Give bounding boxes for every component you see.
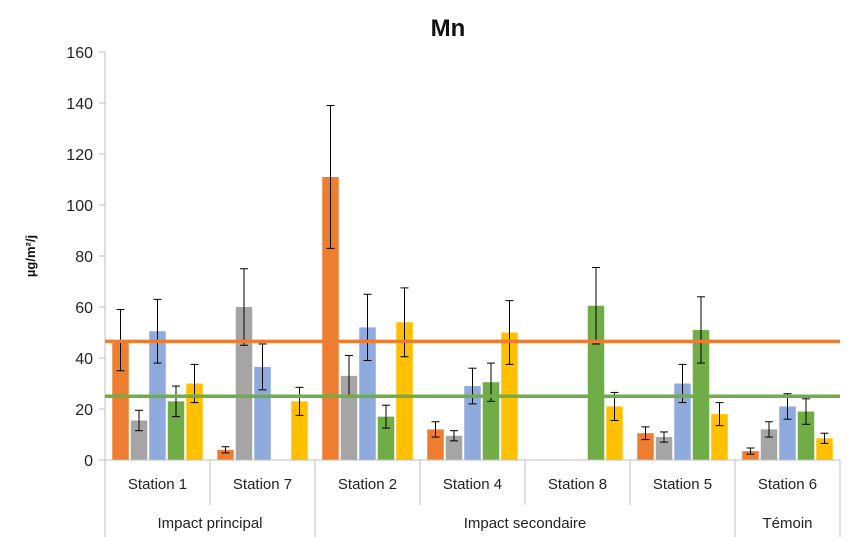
x-axis: Station 1 Station 7 Station 2 Station 4 Stat… [104, 459, 841, 537]
y-axis: 0 20 40 60 80 100 120 140 160 [66, 45, 106, 470]
bar [359, 327, 376, 460]
group-label: Témoin [762, 515, 812, 532]
bar [674, 383, 691, 460]
bar [217, 449, 234, 460]
y-tick-label: 80 [75, 249, 93, 266]
bar [816, 438, 833, 460]
category-label: Station 5 [653, 476, 712, 493]
bar [587, 305, 605, 460]
category-label: Station 1 [128, 476, 187, 493]
category-label: Station 2 [338, 476, 397, 493]
bar [797, 411, 815, 460]
bar [445, 435, 463, 460]
bar [112, 340, 129, 460]
category-label: Station 7 [233, 476, 292, 493]
bar [655, 437, 673, 460]
bar [130, 420, 148, 460]
y-tick-label: 60 [75, 300, 93, 317]
y-tick-label: 40 [75, 351, 93, 368]
bar [482, 382, 500, 460]
bar [637, 433, 654, 460]
bar [464, 386, 481, 460]
bar [760, 429, 778, 460]
group-label: Impact principal [157, 515, 262, 532]
category-label: Station 4 [443, 476, 502, 493]
y-tick-label: 160 [66, 45, 93, 62]
bar [377, 416, 395, 460]
bar [606, 406, 623, 460]
bar [291, 401, 308, 460]
bar [427, 429, 444, 460]
bars [112, 105, 833, 460]
y-axis-label: µg/m²/j [23, 235, 38, 277]
y-tick-label: 0 [84, 453, 93, 470]
bar [235, 307, 253, 460]
bar [396, 322, 413, 460]
bar [322, 176, 339, 460]
y-tick-label: 120 [66, 147, 93, 164]
bar [779, 406, 796, 460]
chart-title: Mn [431, 15, 466, 42]
bar [254, 366, 271, 460]
bar [742, 451, 759, 460]
bar [711, 414, 728, 460]
bar [186, 383, 203, 460]
group-label: Impact secondaire [464, 515, 587, 532]
category-label: Station 6 [758, 476, 817, 493]
bar [167, 401, 185, 460]
y-tick-label: 140 [66, 96, 93, 113]
y-tick-label: 20 [75, 402, 93, 419]
y-tick-label: 100 [66, 198, 93, 215]
reference-lines [105, 339, 840, 398]
category-label: Station 8 [548, 476, 607, 493]
